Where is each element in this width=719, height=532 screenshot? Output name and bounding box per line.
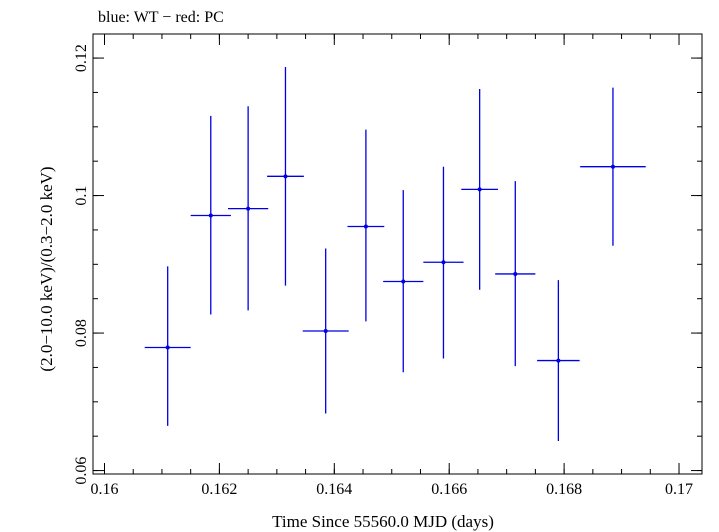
y-tick-label: 0.12 (73, 44, 90, 72)
data-point (144, 266, 191, 426)
y-tick-label: 0.08 (73, 319, 90, 347)
point-marker (283, 174, 288, 179)
x-tick-label: 0.166 (431, 481, 467, 498)
y-tick-label: 0.06 (73, 457, 90, 485)
x-tick-label: 0.162 (201, 481, 237, 498)
point-marker (246, 206, 251, 211)
point-marker (441, 260, 446, 265)
data-point (228, 106, 269, 311)
point-marker (323, 329, 328, 333)
x-tick-labels: 0.16 0.162 0.164 0.166 0.168 0.17 (90, 481, 693, 498)
data-point (423, 166, 464, 359)
plot-frame (92, 33, 703, 475)
y-tick-labels: 0.06 0.08 0.1 0.12 (73, 44, 90, 485)
y-tick-label: 0.1 (73, 186, 90, 206)
data-series (144, 67, 646, 441)
point-marker (556, 358, 561, 363)
data-point (190, 115, 231, 315)
data-point (302, 248, 349, 414)
point-marker (165, 345, 170, 350)
y-axis-label: (2.0−10.0 keV)/(0.3−2.0 keV) (37, 166, 56, 371)
x-axis-label: Time Since 55560.0 MJD (days) (272, 512, 494, 531)
axis-ticks (93, 34, 702, 474)
data-point (383, 190, 424, 373)
data-point (537, 280, 580, 441)
data-point (347, 129, 385, 322)
point-marker (363, 224, 368, 229)
x-tick-label: 0.16 (90, 481, 118, 498)
point-marker (610, 164, 615, 169)
chart-title: blue: WT − red: PC (98, 9, 224, 26)
x-tick-label: 0.164 (316, 481, 352, 498)
point-marker (401, 279, 406, 284)
data-point (461, 89, 499, 290)
point-marker (208, 213, 213, 218)
data-point (580, 87, 646, 246)
x-tick-label: 0.168 (546, 481, 582, 498)
x-tick-label: 0.17 (665, 481, 693, 498)
point-marker (477, 187, 482, 192)
data-point (495, 181, 536, 367)
data-point (267, 67, 304, 286)
point-marker (513, 271, 518, 276)
